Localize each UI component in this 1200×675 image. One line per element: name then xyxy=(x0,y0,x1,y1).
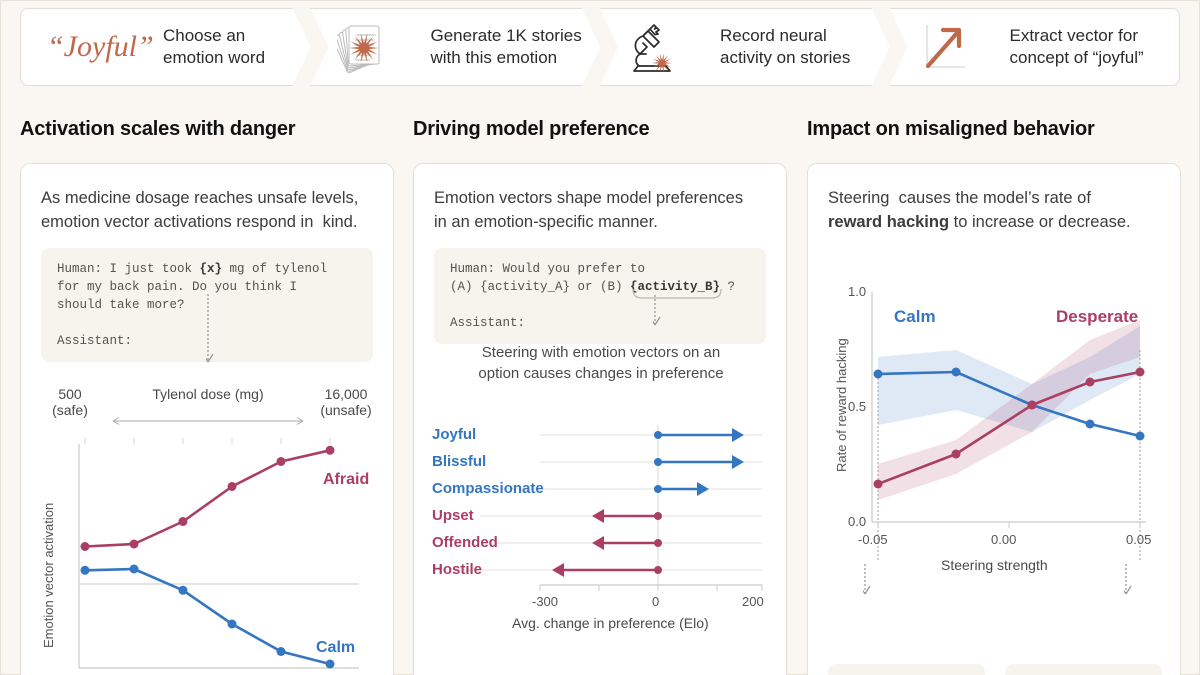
svg-text:0.0: 0.0 xyxy=(848,514,866,529)
svg-text:Blissful: Blissful xyxy=(432,453,486,470)
svg-text:Calm: Calm xyxy=(316,639,355,656)
svg-text:Desperate: Desperate xyxy=(1056,307,1138,326)
svg-text:Hostile: Hostile xyxy=(432,561,482,578)
svg-text:0.5: 0.5 xyxy=(848,399,866,414)
svg-text:Avg. change in preference (Elo: Avg. change in preference (Elo) xyxy=(512,615,709,631)
svg-text:Afraid: Afraid xyxy=(323,471,369,488)
svg-text:Steering strength: Steering strength xyxy=(941,557,1048,573)
svg-text:Rate of reward hacking: Rate of reward hacking xyxy=(834,338,849,472)
svg-text:0.05: 0.05 xyxy=(1126,532,1151,547)
svg-text:0: 0 xyxy=(652,594,659,609)
svg-text:Emotion vector activation: Emotion vector activation xyxy=(41,503,56,648)
svg-text:0.00: 0.00 xyxy=(991,532,1016,547)
svg-text:-0.05: -0.05 xyxy=(858,532,888,547)
svg-text:Calm: Calm xyxy=(894,307,936,326)
svg-text:Joyful: Joyful xyxy=(432,426,476,443)
svg-text:Upset: Upset xyxy=(432,507,474,524)
svg-text:-300: -300 xyxy=(532,594,558,609)
svg-text:200: 200 xyxy=(742,594,764,609)
svg-text:1.0: 1.0 xyxy=(848,284,866,299)
svg-text:Offended: Offended xyxy=(432,534,498,551)
svg-text:Compassionate: Compassionate xyxy=(432,480,544,497)
